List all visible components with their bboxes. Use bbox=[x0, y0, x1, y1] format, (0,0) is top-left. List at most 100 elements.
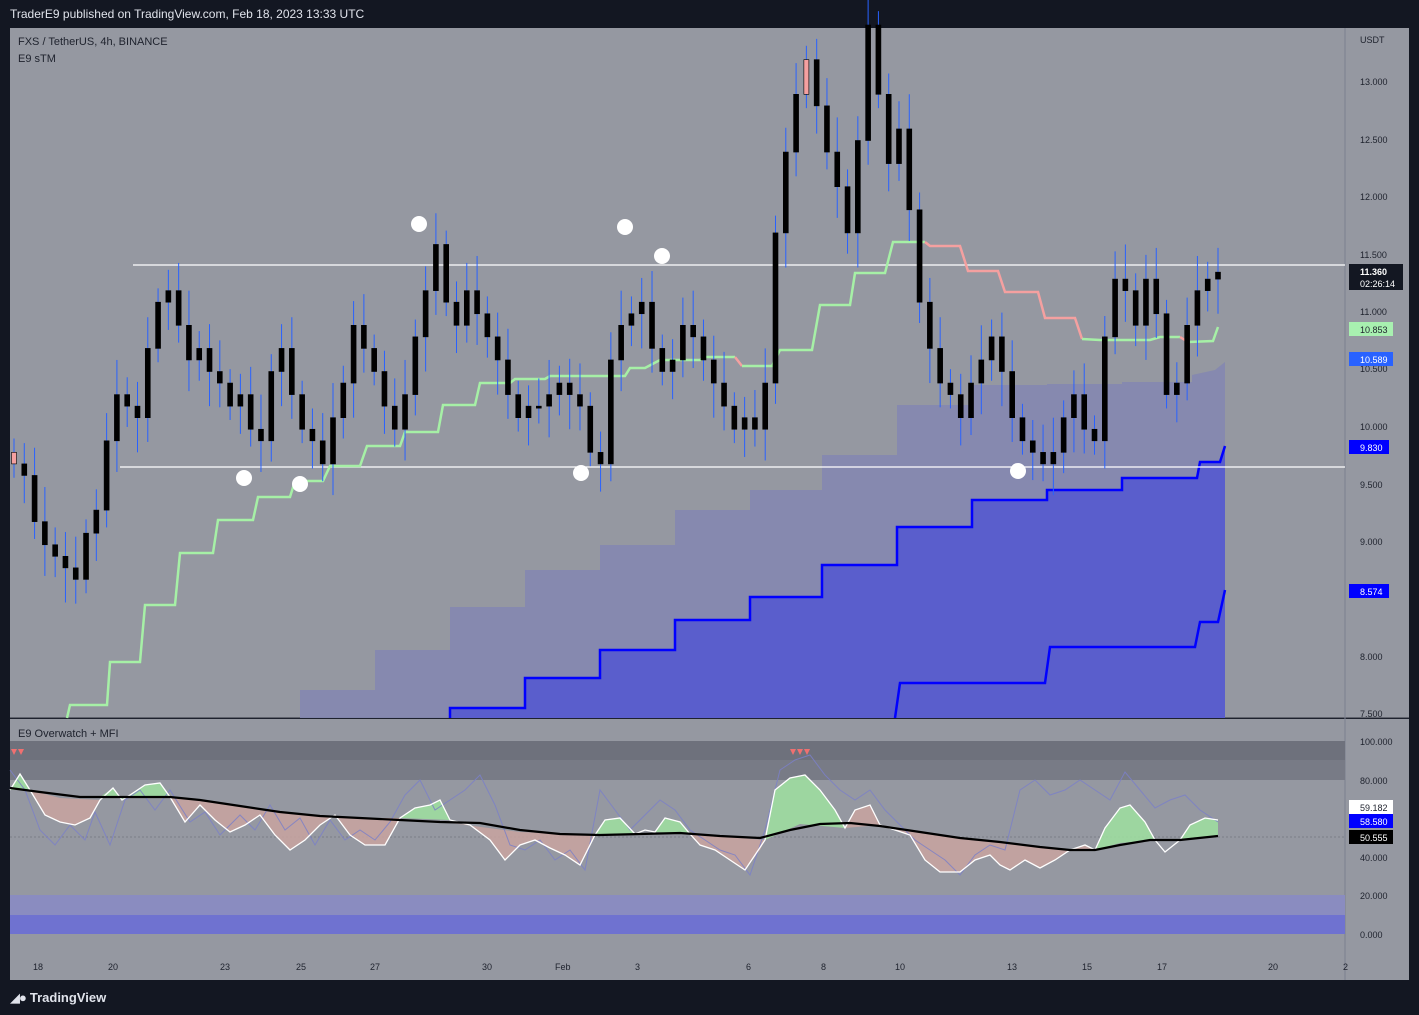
candle-body bbox=[175, 290, 182, 326]
blue-upper-stop-line bbox=[448, 445, 1227, 718]
candle-body bbox=[618, 324, 624, 361]
candle-body bbox=[947, 382, 954, 395]
candle-body bbox=[1163, 313, 1170, 395]
osc-red-fill-2 bbox=[170, 797, 400, 850]
candle-body bbox=[1122, 278, 1129, 291]
candle-body bbox=[155, 301, 161, 349]
candle-body bbox=[937, 348, 943, 384]
osc-tick: 0.000 bbox=[1360, 930, 1383, 940]
oscillator-title: E9 Overwatch + MFI bbox=[18, 728, 119, 740]
candle-body bbox=[258, 428, 264, 442]
candle-body bbox=[474, 290, 480, 315]
price-chart[interactable]: FXS / TetherUS, 4h, BINANCE E9 sTM E9 Ov… bbox=[0, 0, 1419, 980]
candle-body bbox=[114, 394, 120, 442]
candle-body bbox=[309, 428, 316, 442]
time-tick: 3 bbox=[635, 962, 640, 972]
candle-body bbox=[1091, 428, 1098, 442]
osc-signal-triangle-5 bbox=[804, 749, 810, 755]
last-price-badge bbox=[1349, 264, 1403, 290]
blue-line-badge bbox=[1349, 352, 1393, 366]
currency-label: USDT bbox=[1360, 35, 1385, 45]
candle-body bbox=[72, 567, 79, 580]
osc-green-fill-4 bbox=[595, 818, 635, 835]
candle-body bbox=[649, 301, 655, 349]
footer-brand-text: TradingView bbox=[29, 990, 107, 1005]
candle-body bbox=[505, 359, 511, 395]
candle-body bbox=[999, 336, 1005, 372]
candle-body bbox=[1050, 452, 1057, 465]
price-tick: 9.000 bbox=[1360, 537, 1383, 547]
candle-body bbox=[1215, 271, 1221, 280]
symbol-label: FXS / TetherUS, 4h, BINANCE bbox=[18, 36, 168, 48]
red-trailing-stop-segment-2 bbox=[924, 241, 1084, 340]
candle-body bbox=[1071, 394, 1077, 419]
candle-body bbox=[361, 324, 367, 349]
osc-green-fill-2 bbox=[100, 783, 170, 800]
candle-body bbox=[916, 209, 923, 303]
candle-body bbox=[217, 371, 223, 384]
candle-body bbox=[463, 290, 470, 326]
osc-green-fill-8 bbox=[1180, 818, 1218, 840]
osc-red-fill-1 bbox=[30, 790, 112, 825]
candle-body bbox=[453, 301, 460, 326]
time-tick: 23 bbox=[220, 962, 230, 972]
candle-body bbox=[628, 313, 635, 326]
green-trailing-stop-4 bbox=[1187, 326, 1220, 344]
candle-body bbox=[793, 94, 799, 153]
candle-body bbox=[299, 394, 305, 430]
blue-line-value: 10.589 bbox=[1360, 355, 1388, 365]
candle-body bbox=[710, 359, 717, 384]
price-axis bbox=[1345, 28, 1409, 718]
osc-green-fill-5 bbox=[655, 818, 690, 834]
price-tick: 12.500 bbox=[1360, 135, 1388, 145]
footer-brand[interactable]: ◢● TradingView bbox=[10, 990, 106, 1006]
candle-body bbox=[268, 371, 275, 442]
candle-body bbox=[443, 244, 450, 303]
candle-body bbox=[237, 394, 244, 407]
swing-high-2 bbox=[617, 219, 633, 235]
candle-body bbox=[690, 324, 696, 338]
swing-low-4 bbox=[1010, 463, 1026, 479]
osc-tick: 100.000 bbox=[1360, 737, 1393, 747]
candle-body bbox=[772, 232, 779, 384]
countdown-value: 02:26:14 bbox=[1360, 279, 1395, 289]
osc-black-value: 50.555 bbox=[1360, 833, 1388, 843]
tradingview-logo-icon: ◢● bbox=[10, 990, 27, 1005]
candle-body bbox=[834, 151, 841, 188]
time-tick: 25 bbox=[296, 962, 306, 972]
swing-low-2 bbox=[292, 476, 308, 492]
candle-body bbox=[21, 463, 28, 476]
indicator-label: E9 sTM bbox=[18, 53, 56, 65]
candle-body bbox=[813, 59, 820, 107]
candle-body bbox=[669, 359, 676, 372]
price-tick: 8.000 bbox=[1360, 652, 1383, 662]
time-tick: 6 bbox=[746, 962, 751, 972]
candle-body bbox=[165, 290, 172, 303]
blue-lower-stop-line bbox=[893, 589, 1227, 719]
swing-high-3 bbox=[654, 248, 670, 264]
osc-signal-triangle-1 bbox=[11, 749, 17, 755]
candle-body bbox=[885, 94, 892, 164]
swing-markers bbox=[236, 216, 1026, 492]
candle-body bbox=[350, 324, 357, 384]
candle-body bbox=[1019, 417, 1026, 442]
time-tick: 13 bbox=[1007, 962, 1017, 972]
candle-body bbox=[556, 382, 563, 395]
candle-body bbox=[412, 336, 419, 395]
time-tick: 30 bbox=[482, 962, 492, 972]
candle-body bbox=[927, 301, 933, 349]
candle-body bbox=[525, 405, 532, 418]
candle-body bbox=[206, 348, 213, 372]
candle-body bbox=[803, 59, 810, 95]
candle-body bbox=[196, 348, 203, 361]
time-tick: 17 bbox=[1157, 962, 1167, 972]
time-tick: 15 bbox=[1082, 962, 1092, 972]
candle-body bbox=[484, 313, 491, 338]
candle-body bbox=[391, 405, 398, 430]
osc-ticks: 100.000 80.000 40.000 20.000 0.000 bbox=[1360, 737, 1393, 940]
green-line-value: 10.853 bbox=[1360, 325, 1388, 335]
price-tick: 7.500 bbox=[1360, 709, 1383, 719]
red-trailing-stop-segment-1 bbox=[734, 356, 743, 367]
time-tick: 8 bbox=[821, 962, 826, 972]
candle-body bbox=[659, 348, 666, 372]
